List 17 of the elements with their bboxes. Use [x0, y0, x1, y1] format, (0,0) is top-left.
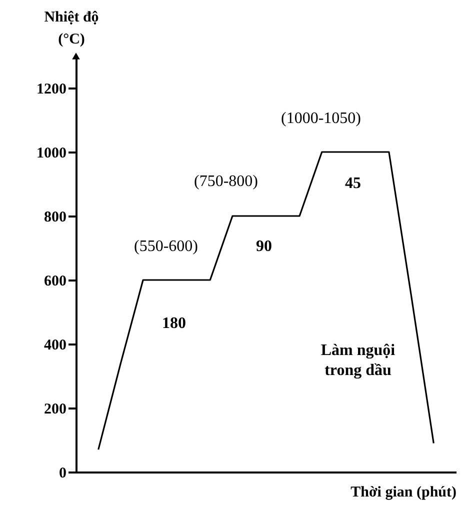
y-tick-label: 400	[44, 338, 66, 354]
y-axis-title: Nhiệt độ (°C)	[44, 10, 99, 48]
y-tick-label: 600	[44, 274, 66, 290]
annotation: 90	[256, 238, 272, 255]
y-tick-label: 1200	[36, 82, 66, 98]
annotation: (1000-1050)	[281, 110, 361, 127]
y-tick-label: 200	[44, 402, 66, 418]
annotation: (550-600)	[134, 238, 198, 255]
y-tick-label: 1000	[36, 146, 66, 162]
line-series	[98, 151, 434, 450]
annotation: Làm nguội trong dầu	[320, 342, 396, 379]
y-tick-label: 800	[44, 210, 66, 226]
x-axis-title: Thời gian (phút)	[350, 484, 457, 500]
annotation: 45	[345, 175, 361, 192]
annotation: (750-800)	[194, 173, 258, 190]
y-tick-label: 0	[59, 466, 66, 482]
annotation: 180	[162, 315, 186, 332]
